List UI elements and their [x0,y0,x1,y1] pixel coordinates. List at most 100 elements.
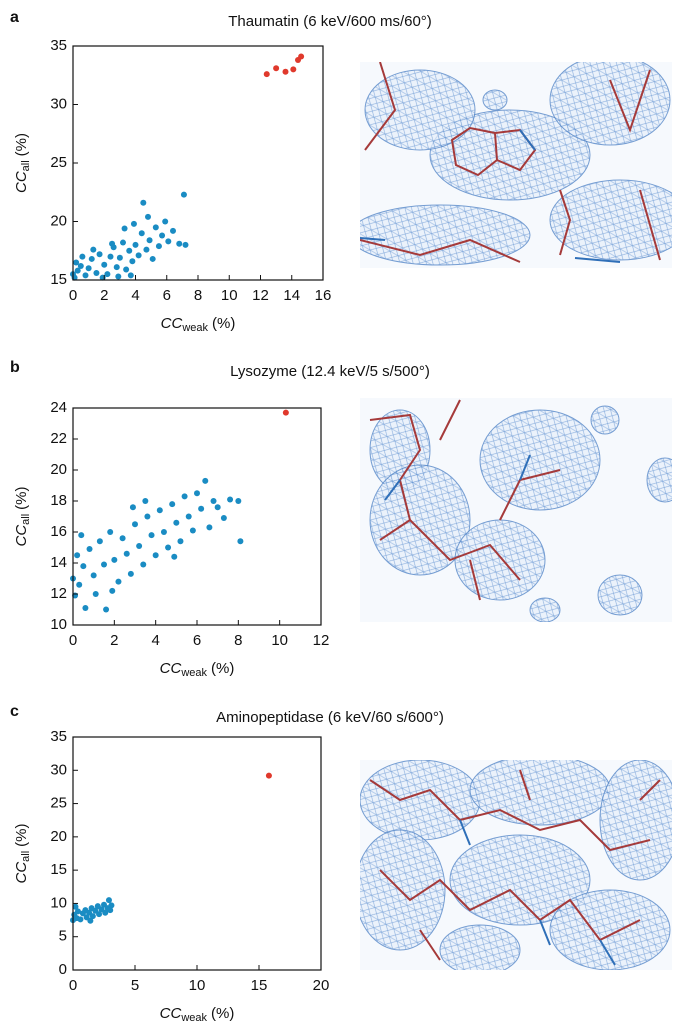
point [105,897,112,904]
panel-letter: c [10,703,19,720]
point [145,213,151,220]
point [107,529,114,535]
point [265,772,272,779]
point [171,553,178,560]
point [140,561,147,568]
point [107,253,114,260]
y-tick-label: 35 [50,37,67,54]
axis-label-sub: weak [180,1012,207,1024]
y-tick-label: 10 [50,894,67,911]
y-tick-label: 24 [50,399,67,416]
point [194,490,200,497]
point [136,542,143,549]
x-tick-label: 5 [131,977,139,994]
axis-label-sub: all [20,514,32,525]
axis-label-unit: (%) [211,1005,234,1022]
y-tick-label: 25 [50,154,67,171]
point [165,238,172,245]
point [173,519,180,526]
axis-label-unit: (%) [211,660,234,677]
point [79,253,86,260]
point [102,909,109,916]
point [120,239,126,246]
point [220,515,227,522]
point [119,535,126,542]
point [227,496,234,503]
point [113,264,120,271]
x-tick-label: 12 [252,287,269,304]
x-tick-label: 10 [189,977,206,994]
point [148,532,155,539]
point [169,501,176,508]
point [282,68,289,75]
y-tick-label: 5 [59,928,67,945]
point [149,255,156,262]
point [116,254,123,261]
point [156,507,163,514]
y-tick-label: 18 [50,492,67,509]
point [87,917,94,924]
chart-title: Aminopeptidase (6 keV/60 s/600°) [216,709,444,726]
x-tick-label: 15 [251,977,268,994]
point [86,546,93,553]
point [185,513,192,520]
point [273,65,280,72]
point [282,409,289,416]
point [107,907,114,914]
point [85,265,92,272]
point [127,570,134,577]
y-tick-label: 30 [50,95,67,112]
plot-frame [72,736,322,971]
y-tick-label: 20 [50,212,67,229]
point [82,272,89,279]
point [88,255,95,262]
y-tick-label: 20 [50,828,67,845]
point [92,591,99,597]
point [93,269,100,276]
density-image-a [360,62,672,268]
point [78,532,85,539]
point [170,227,176,234]
point [140,199,147,206]
point [263,71,270,78]
point [132,241,139,248]
y-tick-label: 14 [50,554,67,571]
point [73,259,80,266]
point [101,561,107,568]
point [96,911,103,918]
y-tick-label: 15 [50,271,67,288]
x-tick-label: 2 [100,287,108,304]
point [123,266,130,273]
point [298,53,305,60]
point [89,913,96,920]
point [159,232,166,239]
point [111,556,118,563]
point [72,903,79,910]
point [123,550,130,557]
point [77,916,84,923]
point [96,251,103,258]
x-tick-label: 16 [315,287,332,304]
point [237,538,244,545]
y-tick-label: 12 [50,585,67,602]
point [142,498,149,504]
point [206,524,213,531]
chart-title: Lysozyme (12.4 keV/5 s/500°) [230,363,430,380]
axis-label-unit: (%) [212,315,235,332]
point [214,504,221,511]
y-tick-label: 10 [50,616,67,633]
x-tick-label: 2 [110,632,118,649]
axis-label-main: CC [13,862,30,884]
point [176,240,183,247]
point [235,498,242,504]
axis-label-sub: all [20,160,32,171]
point [74,908,81,915]
point [96,538,103,545]
point [109,240,116,247]
point [82,604,89,611]
axis-label-main: CC [160,660,182,677]
point [115,578,122,585]
x-tick-label: 20 [313,977,330,994]
point [146,237,153,244]
x-tick-label: 4 [131,287,139,304]
